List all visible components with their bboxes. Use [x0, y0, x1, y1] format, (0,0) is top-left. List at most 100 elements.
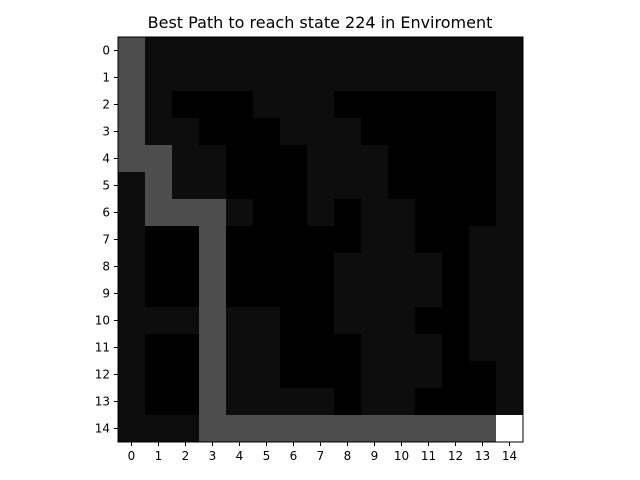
heatmap-cell — [145, 388, 173, 416]
heatmap-cell — [388, 118, 416, 146]
heatmap-cell — [469, 361, 497, 389]
heatmap-cell — [118, 388, 146, 416]
heatmap-cell — [307, 388, 335, 416]
heatmap-cell — [388, 64, 416, 92]
heatmap-cell — [388, 307, 416, 335]
heatmap-cell — [307, 91, 335, 119]
path-cell — [145, 172, 173, 200]
heatmap-cell — [226, 172, 254, 200]
heatmap-cell — [442, 145, 470, 173]
x-tick-label: 9 — [371, 449, 379, 463]
heatmap-cell — [442, 253, 470, 281]
path-cell — [226, 415, 254, 443]
heatmap-cell — [280, 388, 308, 416]
heatmap-cell — [334, 334, 362, 362]
heatmap-cell — [361, 280, 389, 308]
x-tick-label: 12 — [448, 449, 463, 463]
path-cell — [199, 415, 227, 443]
path-cell — [253, 415, 281, 443]
heatmap-cell — [172, 226, 200, 254]
heatmap-cell — [496, 226, 524, 254]
x-tick-label: 13 — [475, 449, 490, 463]
heatmap-cell — [388, 280, 416, 308]
path-cell — [199, 199, 227, 227]
path-cell — [199, 388, 227, 416]
heatmap-cell — [118, 199, 146, 227]
heatmap-cell — [307, 37, 335, 65]
heatmap-cell — [469, 280, 497, 308]
path-cell — [442, 415, 470, 443]
y-tick-label: 14 — [95, 422, 110, 436]
heatmap-cell — [469, 118, 497, 146]
heatmap-cell — [253, 307, 281, 335]
heatmap-cell — [226, 280, 254, 308]
heatmap-cell — [253, 253, 281, 281]
y-tick-label: 2 — [102, 98, 110, 112]
path-cell — [199, 361, 227, 389]
heatmap-cell — [280, 307, 308, 335]
heatmap-cell — [415, 145, 443, 173]
heatmap-cell — [226, 37, 254, 65]
heatmap-cell — [496, 334, 524, 362]
heatmap-cell — [334, 226, 362, 254]
heatmap-cell — [307, 118, 335, 146]
heatmap-cell — [172, 118, 200, 146]
heatmap-cell — [280, 334, 308, 362]
heatmap-cell — [442, 64, 470, 92]
heatmap-cell — [496, 37, 524, 65]
heatmap-cell — [334, 199, 362, 227]
heatmap-cell — [415, 307, 443, 335]
heatmap-cell — [442, 307, 470, 335]
y-tick-label: 4 — [102, 152, 110, 166]
heatmap-cell — [253, 172, 281, 200]
heatmap-cell — [442, 388, 470, 416]
y-tick-label: 8 — [102, 260, 110, 274]
heatmap-cell — [361, 199, 389, 227]
heatmap-cell — [280, 361, 308, 389]
heatmap-cell — [388, 226, 416, 254]
path-cell — [307, 415, 335, 443]
x-tick-label: 5 — [263, 449, 271, 463]
heatmap-cell — [145, 361, 173, 389]
heatmap-cell — [118, 415, 146, 443]
heatmap-cell — [442, 172, 470, 200]
y-tick-label: 12 — [95, 368, 110, 382]
x-tick-label: 4 — [236, 449, 244, 463]
heatmap-cell — [415, 91, 443, 119]
y-tick-label: 13 — [95, 395, 110, 409]
heatmap-cell — [118, 361, 146, 389]
path-cell — [469, 415, 497, 443]
heatmap-cell — [442, 226, 470, 254]
heatmap-cell — [334, 91, 362, 119]
heatmap-cell — [442, 91, 470, 119]
heatmap-cell — [361, 64, 389, 92]
heatmap-cell — [145, 415, 173, 443]
x-axis: 0 1 2 3 4 5 6 7 8 9 10 11 12 13 14 — [128, 442, 517, 463]
heatmap-cell — [199, 145, 227, 173]
heatmap-cell — [307, 280, 335, 308]
path-cell — [118, 37, 146, 65]
x-tick-label: 2 — [182, 449, 190, 463]
heatmap-cell — [199, 37, 227, 65]
heatmap-cell — [415, 361, 443, 389]
x-tick-label: 8 — [344, 449, 352, 463]
heatmap-cell — [496, 64, 524, 92]
heatmap-cell — [172, 280, 200, 308]
heatmap-cell — [145, 253, 173, 281]
heatmap-cell — [253, 118, 281, 146]
path-cell — [145, 145, 173, 173]
heatmap-cell — [226, 145, 254, 173]
heatmap-cell — [280, 64, 308, 92]
heatmap-cell — [145, 64, 173, 92]
y-tick-label: 11 — [95, 341, 110, 355]
x-tick-label: 7 — [317, 449, 325, 463]
heatmap-cell — [361, 307, 389, 335]
heatmap-cell — [496, 307, 524, 335]
heatmap-cell — [496, 145, 524, 173]
y-tick-label: 0 — [102, 44, 110, 58]
heatmap-cell — [496, 253, 524, 281]
heatmap-cell — [334, 280, 362, 308]
heatmap-cell — [226, 361, 254, 389]
heatmap-cell — [307, 334, 335, 362]
